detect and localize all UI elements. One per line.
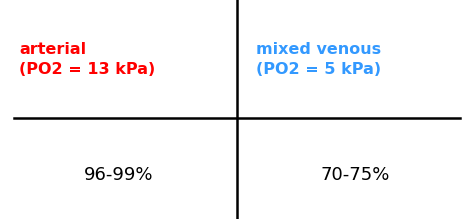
- Text: 96-99%: 96-99%: [84, 166, 153, 184]
- Text: mixed venous
(PO2 = 5 kPa): mixed venous (PO2 = 5 kPa): [256, 42, 381, 76]
- Text: 70-75%: 70-75%: [321, 166, 390, 184]
- Text: arterial
(PO2 = 13 kPa): arterial (PO2 = 13 kPa): [19, 42, 155, 76]
